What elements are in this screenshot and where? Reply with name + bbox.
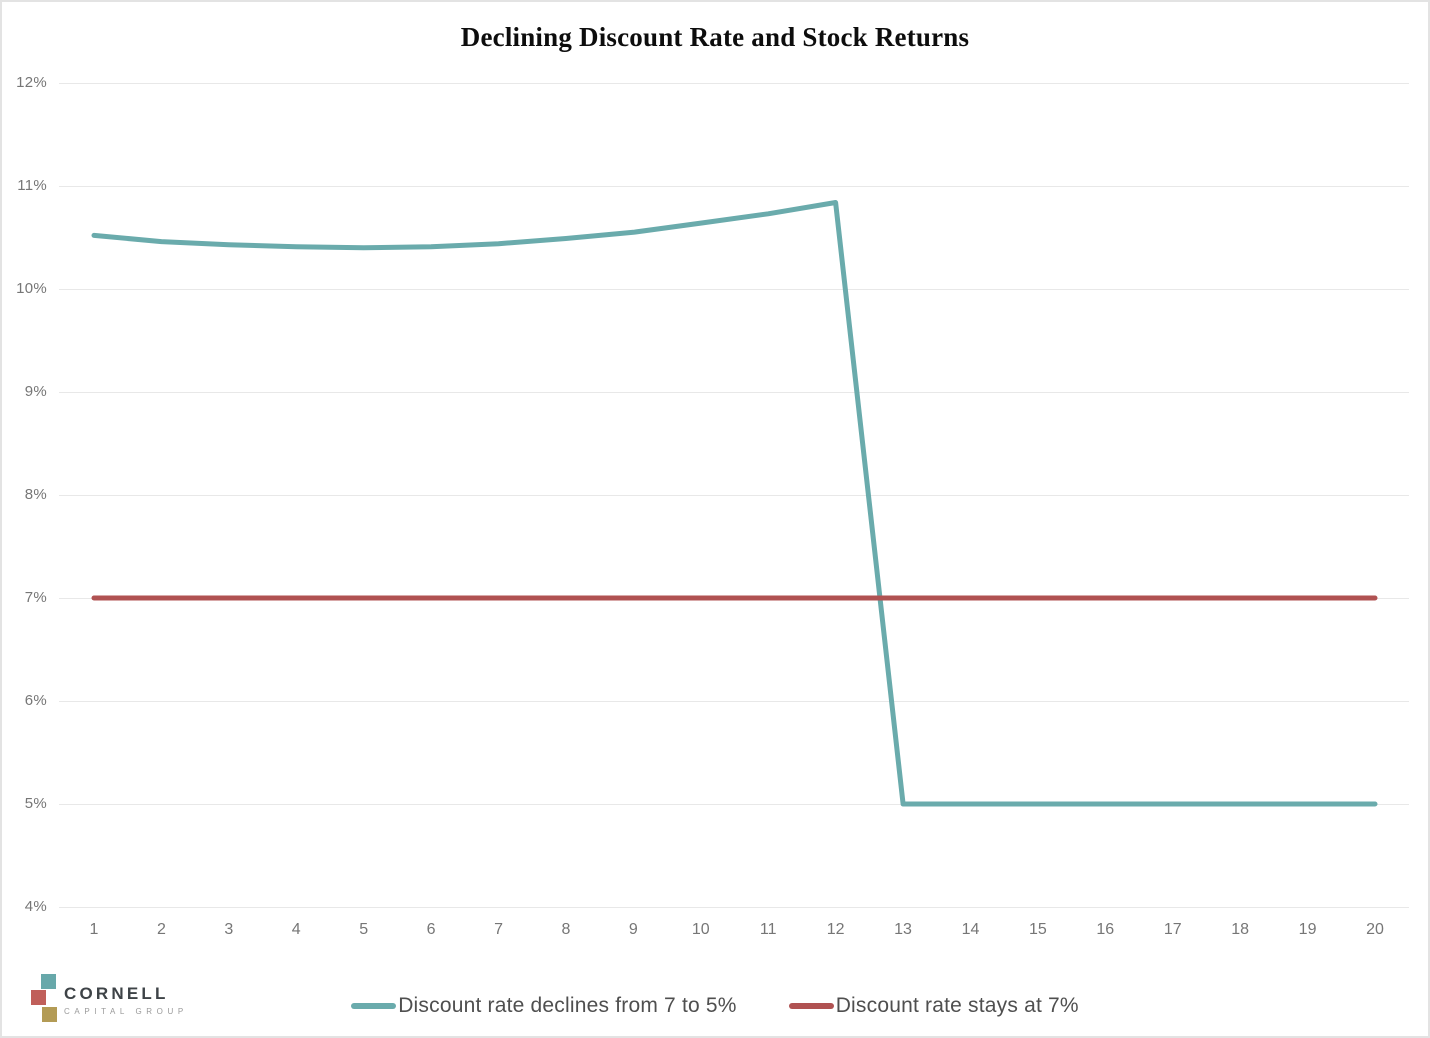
y-tick-label: 4% xyxy=(24,898,47,915)
y-tick-label: 9% xyxy=(24,383,47,400)
x-tick-label: 9 xyxy=(628,921,638,938)
x-tick-label: 12 xyxy=(826,921,845,938)
logo-text: CORNELL CAPITAL GROUP xyxy=(64,984,188,1016)
x-tick-label: 19 xyxy=(1298,921,1317,938)
x-tick-label: 14 xyxy=(961,921,980,938)
logo-tagline: CAPITAL GROUP xyxy=(64,1007,188,1016)
y-tick-label: 11% xyxy=(17,177,47,194)
x-tick-label: 7 xyxy=(494,921,503,938)
x-tick-label: 18 xyxy=(1231,921,1250,938)
logo-red-square-icon xyxy=(31,990,46,1005)
x-tick-label: 6 xyxy=(426,921,436,938)
x-tick-label: 10 xyxy=(691,921,710,938)
teal-line-swatch-icon xyxy=(351,1003,397,1009)
legend-item-declining-rate: Discount rate declines from 7 to 5% xyxy=(351,994,737,1018)
legend-label: Discount rate stays at 7% xyxy=(835,994,1079,1017)
chart-title: Declining Discount Rate and Stock Return… xyxy=(460,22,970,52)
logo-wordmark: CORNELL xyxy=(64,984,169,1003)
gridline-4% xyxy=(59,906,1409,908)
legend-label: Discount rate declines from 7 to 5% xyxy=(398,994,737,1017)
gridline-10% xyxy=(59,288,1409,290)
gridline-12% xyxy=(59,82,1409,84)
gridline-9% xyxy=(59,391,1409,393)
x-tick-label: 17 xyxy=(1163,921,1182,938)
chart-legend: Discount rate declines from 7 to 5% Disc… xyxy=(2,994,1428,1018)
y-tick-label: 8% xyxy=(24,486,47,503)
x-tick-label: 15 xyxy=(1028,921,1047,938)
x-tick-label: 16 xyxy=(1096,921,1115,938)
x-tick-label: 20 xyxy=(1366,921,1384,938)
x-tick-label: 8 xyxy=(561,921,571,938)
gridline-6% xyxy=(59,700,1409,702)
y-tick-label: 10% xyxy=(16,280,47,297)
x-tick-label: 13 xyxy=(894,921,912,938)
x-tick-label: 4 xyxy=(291,921,301,938)
x-tick-label: 2 xyxy=(156,921,166,938)
y-tick-label: 5% xyxy=(24,795,47,812)
gridline-11% xyxy=(59,185,1409,187)
legend-item-constant-rate: Discount rate stays at 7% xyxy=(788,994,1079,1018)
gridline-8% xyxy=(59,494,1409,496)
logo-teal-square-icon xyxy=(41,974,56,989)
red-line-swatch-icon xyxy=(788,1003,834,1009)
x-tick-label: 5 xyxy=(359,921,369,938)
logo-gold-square-icon xyxy=(42,1007,57,1022)
gridline-5% xyxy=(59,803,1409,805)
cornell-capital-group-logo: CORNELL CAPITAL GROUP xyxy=(31,973,221,1025)
y-tick-label: 7% xyxy=(24,589,47,606)
x-tick-label: 11 xyxy=(759,921,777,938)
x-tick-label: 3 xyxy=(224,921,234,938)
x-tick-label: 1 xyxy=(89,921,99,938)
y-tick-label: 12% xyxy=(16,74,47,91)
series-line-0 xyxy=(91,200,1378,807)
y-tick-label: 6% xyxy=(24,692,47,709)
